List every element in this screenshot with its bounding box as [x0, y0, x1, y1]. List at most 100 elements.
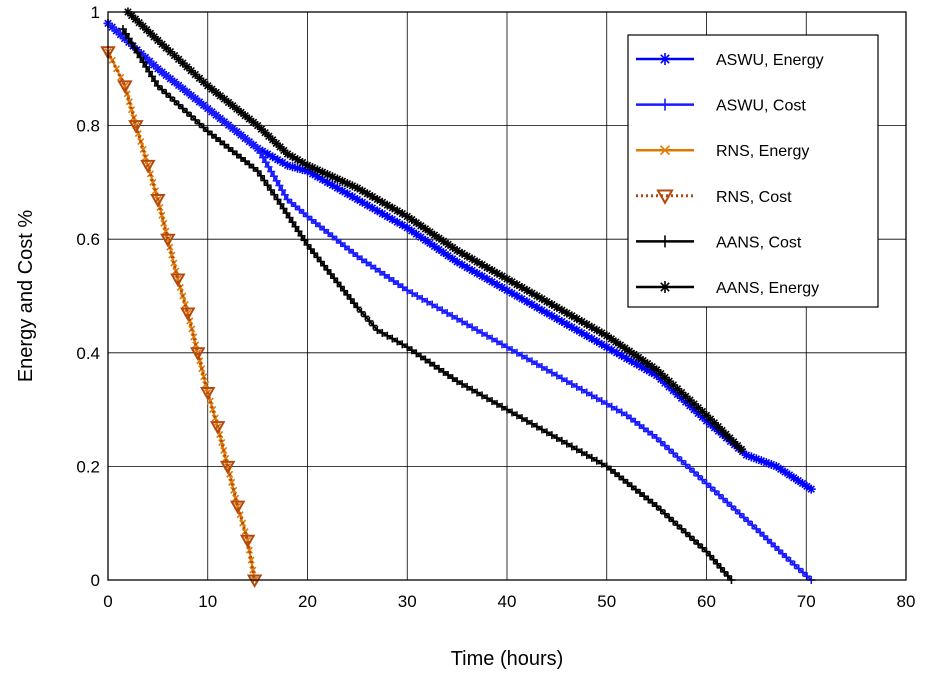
series-point-2-d2 [211, 414, 219, 422]
series-point-5-d2 [298, 158, 307, 167]
series-point-2-d2 [139, 145, 147, 154]
series-point-2-d2 [134, 129, 142, 138]
series-point-5-d2 [338, 177, 347, 185]
legend-label-0: ASWU, Energy [716, 52, 824, 69]
series-point-5-d2 [131, 15, 140, 23]
series-point-5-d2 [473, 258, 481, 266]
series-point-5-d2 [388, 204, 397, 212]
series-point-0-d2 [263, 150, 272, 158]
series-point-2-d2 [200, 373, 208, 381]
series-point-5-d2 [468, 255, 476, 263]
series-point-5-d2 [261, 128, 269, 137]
series-point-5-d2 [174, 55, 183, 64]
series-point-3 [160, 233, 176, 248]
series-point-0-d2 [603, 343, 611, 351]
series-point-0-d2 [283, 161, 292, 170]
legend-marker-0-d2 [660, 54, 670, 64]
series-point-5-d2 [648, 363, 656, 371]
y-tick-label: 0.8 [76, 117, 100, 136]
series-point-0-d2 [268, 153, 277, 161]
x-tick-label: 60 [697, 592, 716, 611]
series-point-5-d2 [191, 70, 199, 79]
series-point-5-d2 [737, 445, 746, 454]
series-point-5-d2 [639, 356, 647, 365]
series-point-5-d2 [463, 252, 471, 260]
series-point-5-d2 [583, 320, 591, 329]
series-point-5-d2 [170, 51, 179, 60]
series-point-5-d2 [621, 344, 629, 352]
series-point-0-d2 [573, 326, 581, 334]
series-point-5-d2 [498, 272, 506, 280]
series-point-5-d2 [208, 85, 216, 93]
series-point-0-d2 [588, 334, 596, 343]
series-point-5-d2 [146, 29, 155, 38]
series-point-3 [190, 347, 206, 361]
series-point-5-d2 [323, 170, 332, 179]
series-point-5-d2 [383, 201, 392, 209]
series-point-0-d2 [293, 164, 302, 172]
series-point-5-d2 [403, 212, 411, 221]
series-point-5-d2 [722, 430, 730, 438]
series-point-5-d2 [657, 369, 665, 378]
series-point-0-d2 [533, 303, 541, 312]
plot-frame [107, 11, 907, 581]
series-point-2-d2 [236, 511, 244, 519]
series-point-5-d2 [478, 261, 486, 269]
series-point-0-d2 [503, 286, 511, 295]
series-point-5-d2 [538, 295, 546, 303]
series-point-5-d2 [543, 297, 551, 306]
series-point-2-d2 [156, 203, 164, 211]
series-point-5-d2 [135, 18, 143, 27]
series-point-2-d2 [146, 170, 154, 178]
legend-label-3: RNS, Cost [716, 189, 792, 206]
series-point-5-d2 [421, 225, 430, 233]
series-point-0-d2 [568, 323, 576, 331]
series-point-0-d2 [383, 212, 392, 221]
series-point-0-d2 [772, 462, 781, 471]
series-point-0-d2 [798, 479, 807, 488]
series-point-2-d2 [241, 528, 249, 536]
series-point-0-d2 [483, 275, 491, 283]
series-point-5-d2 [518, 283, 526, 292]
series-point-3 [180, 307, 196, 322]
series-point-5-d2 [453, 246, 461, 255]
series-point-5-d2 [280, 146, 288, 155]
series-point-5-d2 [363, 190, 372, 198]
series-point-5-d2 [448, 243, 457, 252]
series-point-0-d2 [757, 457, 766, 465]
series-point-0-d2 [463, 263, 471, 272]
series-point-5-d2 [308, 163, 317, 172]
y-tick-label: 0 [91, 571, 100, 590]
series-point-5-d2 [483, 263, 491, 272]
series-point-2-d2 [196, 357, 204, 365]
series-point-5-d2 [199, 78, 208, 86]
series-3 [100, 46, 263, 589]
series-point-0-d2 [598, 340, 606, 348]
series-point-5-d2 [588, 323, 596, 331]
series-point-0-d2 [583, 332, 591, 340]
series-point-0-d2 [803, 482, 811, 490]
series-point-0-d2 [767, 460, 776, 469]
series-point-5-d2 [393, 207, 401, 215]
series-point-0-d2 [398, 221, 406, 229]
series-point-5-d2 [553, 303, 561, 312]
series-point-5-d2 [439, 237, 448, 245]
series-point-5-d2 [444, 240, 452, 249]
series-point-5-d2 [603, 332, 611, 340]
series-point-5-d2 [706, 415, 715, 423]
series-point-2-d2 [202, 381, 210, 389]
series-point-5-d2 [503, 275, 511, 283]
x-tick-label: 40 [498, 592, 517, 611]
series-point-5-d2 [578, 317, 586, 326]
series-point-5-d2 [533, 292, 541, 300]
series-point-0-d2 [752, 455, 761, 463]
series-point-0-d2 [794, 476, 802, 485]
series-point-0-d2 [388, 215, 397, 224]
x-tick-label: 30 [398, 592, 417, 611]
legend-marker-2-d2 [659, 145, 671, 156]
series-point-2-d2 [125, 98, 133, 106]
series-point-5-d2 [150, 33, 158, 41]
series-point-0-d2 [328, 181, 337, 189]
series-point-5-d2 [368, 192, 377, 201]
series-point-5-d2 [612, 338, 620, 346]
